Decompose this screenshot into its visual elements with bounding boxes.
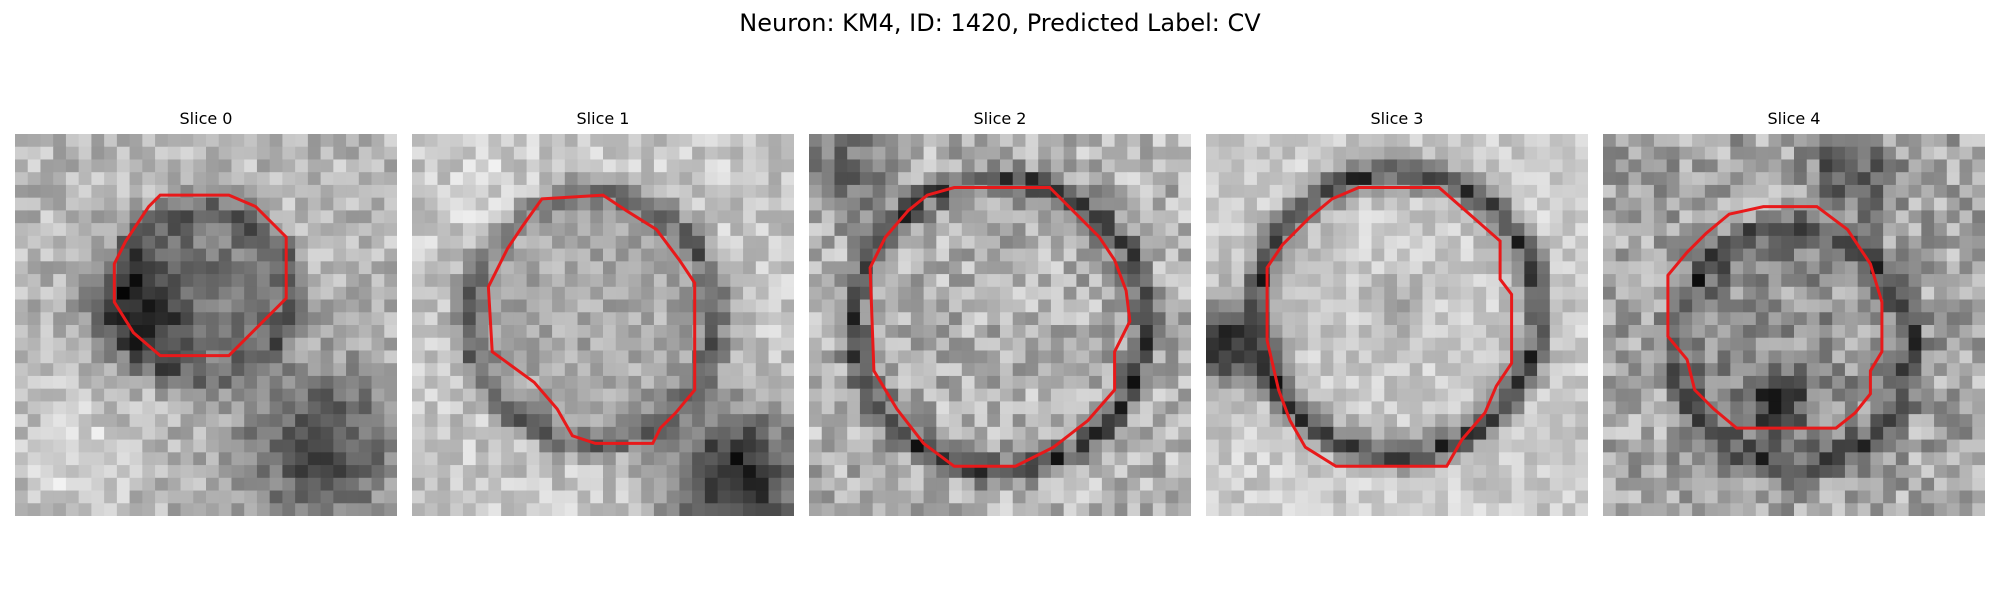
slice-panel-0: Slice 0 bbox=[15, 108, 397, 520]
slice-title-0: Slice 0 bbox=[179, 109, 233, 128]
slice-image-1 bbox=[412, 134, 794, 516]
slice-texture bbox=[1603, 134, 1985, 516]
slice-texture bbox=[809, 134, 1191, 516]
slice-panel-1: Slice 1 bbox=[412, 108, 794, 520]
slice-texture bbox=[412, 134, 794, 516]
slice-title-3: Slice 3 bbox=[1370, 109, 1424, 128]
slice-texture bbox=[1206, 134, 1588, 516]
slice-panel-4: Slice 4 bbox=[1603, 108, 1985, 520]
slice-panel-2: Slice 2 bbox=[809, 108, 1191, 520]
slice-title-2: Slice 2 bbox=[973, 109, 1027, 128]
slice-image-4 bbox=[1603, 134, 1985, 516]
cell-contour bbox=[486, 193, 697, 445]
slice-title-4: Slice 4 bbox=[1767, 109, 1821, 128]
cell-contour bbox=[112, 193, 288, 358]
cell-contour bbox=[868, 186, 1132, 468]
cell-contour bbox=[1666, 205, 1884, 430]
slice-image-3 bbox=[1206, 134, 1588, 516]
figure-title: Neuron: KM4, ID: 1420, Predicted Label: … bbox=[739, 9, 1261, 37]
cell-contour bbox=[1265, 186, 1514, 468]
slice-image-0 bbox=[15, 134, 397, 516]
slice-image-2 bbox=[809, 134, 1191, 516]
slice-texture bbox=[15, 134, 397, 516]
slice-title-1: Slice 1 bbox=[576, 109, 630, 128]
slice-panel-3: Slice 3 bbox=[1206, 108, 1588, 520]
slice-panels: Slice 0 Slice 1 Slice 2 Slice 3 Slice 4 bbox=[15, 108, 1985, 520]
